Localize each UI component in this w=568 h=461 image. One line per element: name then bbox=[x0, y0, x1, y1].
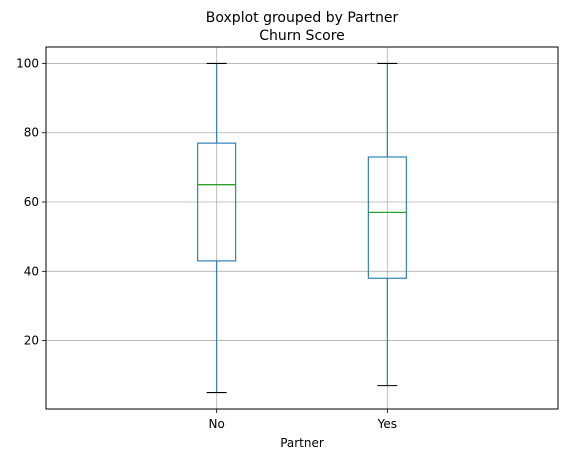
iqr-box bbox=[197, 142, 237, 262]
y-tick-label: 60 bbox=[24, 195, 39, 209]
y-tick-label: 80 bbox=[24, 126, 39, 140]
grid-layer bbox=[46, 47, 558, 409]
box-yes bbox=[367, 62, 407, 387]
plot-area-frame bbox=[45, 46, 559, 410]
x-tick-label-yes: Yes bbox=[377, 417, 397, 431]
chart-title: Boxplot grouped by Partner bbox=[206, 10, 399, 26]
x-tick-label-no: No bbox=[209, 417, 225, 431]
iqr-box bbox=[367, 156, 407, 279]
y-tick-label: 20 bbox=[24, 334, 39, 348]
chart-subtitle: Churn Score bbox=[259, 28, 345, 44]
x-axis-label: Partner bbox=[280, 436, 324, 450]
box-no bbox=[197, 62, 237, 394]
y-tick-label: 100 bbox=[16, 56, 39, 70]
tick-layer: 20 40 60 80 100 No Yes bbox=[16, 56, 397, 431]
y-tick-label: 40 bbox=[24, 264, 39, 278]
box-layer bbox=[197, 62, 407, 394]
